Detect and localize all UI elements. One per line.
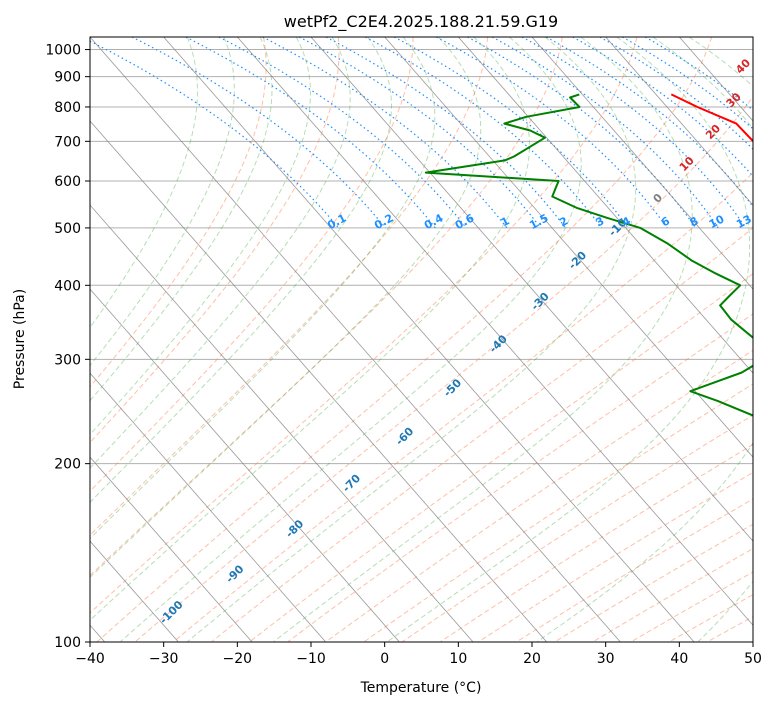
mixing-ratio-line — [131, 37, 386, 229]
sounding-profiles — [424, 93, 753, 417]
x-axis-ticks: −40 −30 −20 −10 0 10 20 30 40 50 — [75, 642, 762, 667]
moist-adiabat-line — [90, 37, 482, 578]
moist-adiabat-line — [186, 37, 637, 642]
moist-adiabat-line — [90, 37, 311, 436]
chart-title: wetPf2_C2E4.2025.188.21.59.G19 — [284, 12, 558, 32]
x-tick-label: 40 — [670, 651, 688, 667]
mixing-ratio-label: 10 — [707, 212, 727, 231]
x-tick-label: 20 — [523, 651, 541, 667]
x-tick-label: 50 — [744, 651, 762, 667]
mixing-ratio-line — [622, 37, 753, 130]
dry-adiabat-line — [90, 37, 638, 614]
moist-adiabat-line — [90, 37, 392, 504]
moist-adiabat-line — [119, 37, 582, 642]
isotherm-line — [531, 37, 753, 290]
dry-adiabat-line — [249, 272, 753, 642]
dry-adiabat-line — [90, 37, 340, 444]
mixing-ratio-line — [644, 37, 753, 111]
isotherm-line — [752, 37, 753, 38]
y-tick-label: 500 — [54, 221, 81, 237]
moist-adiabat-line — [90, 37, 436, 540]
isotherm-line — [90, 204, 474, 642]
moist-adiabat-line — [90, 37, 351, 469]
y-tick-label: 700 — [54, 134, 81, 150]
x-tick-label: −40 — [75, 651, 105, 667]
isotherm-line — [163, 37, 695, 642]
dry-adiabat-line — [134, 95, 753, 642]
mixing-ratio-line — [492, 37, 719, 229]
isotherm-line — [237, 37, 753, 626]
y-tick-label: 300 — [54, 352, 81, 368]
mixing-ratio-line — [393, 37, 629, 229]
x-tick-label: 0 — [380, 651, 389, 667]
isotherm-line — [90, 288, 400, 642]
x-tick-label: 10 — [449, 651, 467, 667]
isotherm-line — [90, 120, 548, 642]
x-tick-label: −10 — [296, 651, 326, 667]
y-tick-label: 1000 — [45, 43, 81, 59]
isotherm-line — [384, 37, 753, 458]
moist-adiabat-line — [90, 37, 530, 621]
x-tick-label: −20 — [223, 651, 253, 667]
y-axis-label: Pressure (hPa) — [12, 289, 28, 389]
dry-adiabat-line — [90, 37, 563, 577]
plot-area — [90, 37, 753, 642]
x-tick-label: −30 — [149, 651, 179, 667]
isotherm-line — [90, 372, 327, 642]
mixing-ratio-lines — [90, 37, 753, 229]
dry-adiabat-line — [96, 37, 713, 642]
dry-adiabat-line — [90, 37, 489, 536]
dry-adiabats — [90, 37, 753, 642]
x-tick-label: 30 — [597, 651, 615, 667]
isotherm-line — [310, 37, 753, 542]
mixing-ratio-line — [218, 37, 467, 229]
moist-adiabat-line — [90, 37, 273, 402]
y-tick-label: 800 — [54, 100, 81, 116]
y-tick-label: 900 — [54, 70, 81, 86]
y-tick-label: 600 — [54, 174, 81, 190]
isotherm-line — [90, 456, 253, 642]
plot-border — [89, 36, 754, 643]
dry-adiabat-line — [210, 227, 753, 642]
moist-adiabat-line — [272, 37, 693, 642]
pressure-gridlines — [90, 49, 753, 642]
dry-adiabat-line — [90, 37, 267, 388]
y-tick-label: 200 — [54, 457, 81, 473]
moist-adiabats — [90, 37, 753, 642]
y-tick-label: 400 — [54, 278, 81, 294]
dry-adiabat-line — [172, 171, 753, 642]
isotherm-line — [458, 37, 753, 374]
mixing-ratio-line — [572, 37, 753, 178]
moist-adiabat-line — [536, 37, 753, 642]
y-tick-label: 100 — [54, 635, 81, 651]
isotherm-line — [90, 37, 621, 642]
moist-adiabat-line — [90, 37, 235, 367]
dry-adiabat-line — [325, 349, 753, 642]
y-axis-ticks: 100 200 300 400 500 600 700 800 900 1000 — [45, 43, 90, 651]
mixing-ratio-line — [90, 40, 340, 229]
mixing-ratio-line — [185, 37, 436, 229]
moist-adiabat-line — [90, 37, 198, 329]
plot-frame — [89, 36, 754, 643]
mixing-ratio-label: 13 — [734, 212, 754, 231]
mixing-ratio-line — [325, 37, 566, 229]
x-axis-label: Temperature (°C) — [360, 680, 482, 696]
plot-background — [90, 37, 753, 642]
isotherms — [90, 37, 753, 642]
sounding-series-line — [424, 93, 753, 417]
isotherm-line — [605, 37, 753, 206]
dry-adiabat-line — [90, 37, 414, 492]
mixing-ratio-line — [436, 37, 668, 229]
mixing-ratio-line — [262, 37, 508, 229]
